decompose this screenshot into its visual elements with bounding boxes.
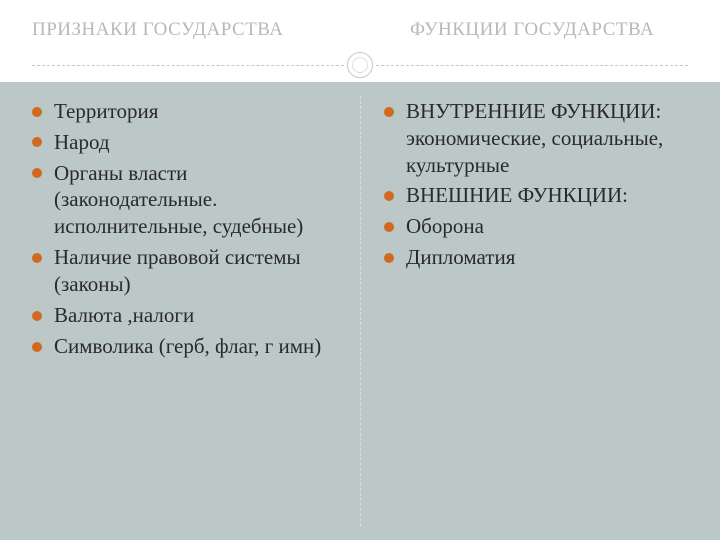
list-item: Символика (герб, флаг, г имн) bbox=[32, 333, 336, 360]
right-list: ВНУТРЕННИЕ ФУНКЦИИ: экономические, социа… bbox=[384, 98, 688, 271]
circle-ornament-icon bbox=[345, 50, 375, 80]
header-right-title: ФУНКЦИИ ГОСУДАРСТВА bbox=[410, 18, 688, 42]
list-item: Дипломатия bbox=[384, 244, 688, 271]
body-right-col: ВНУТРЕННИЕ ФУНКЦИИ: экономические, социа… bbox=[360, 82, 720, 540]
list-item: ВНЕШНИЕ ФУНКЦИИ: bbox=[384, 182, 688, 209]
list-item: Территория bbox=[32, 98, 336, 125]
list-item: Оборона bbox=[384, 213, 688, 240]
divider-row bbox=[32, 48, 688, 82]
body-left-col: Территория Народ Органы власти (законода… bbox=[0, 82, 360, 540]
header-left-col: ПРИЗНАКИ ГОСУДАРСТВА bbox=[32, 18, 360, 42]
slide: ПРИЗНАКИ ГОСУДАРСТВА ФУНКЦИИ ГОСУДАРСТВА… bbox=[0, 0, 720, 540]
list-item: Наличие правовой системы (законы) bbox=[32, 244, 336, 298]
list-item: Органы власти (законодательные. исполнит… bbox=[32, 160, 336, 241]
left-list: Территория Народ Органы власти (законода… bbox=[32, 98, 336, 360]
vertical-separator bbox=[360, 96, 361, 526]
list-item: Валюта ,налоги bbox=[32, 302, 336, 329]
header-left-title: ПРИЗНАКИ ГОСУДАРСТВА bbox=[32, 18, 360, 42]
list-item: ВНУТРЕННИЕ ФУНКЦИИ: экономические, социа… bbox=[384, 98, 688, 179]
body-row: Территория Народ Органы власти (законода… bbox=[0, 82, 720, 540]
list-item: Народ bbox=[32, 129, 336, 156]
header-right-col: ФУНКЦИИ ГОСУДАРСТВА bbox=[360, 18, 688, 42]
header-row: ПРИЗНАКИ ГОСУДАРСТВА ФУНКЦИИ ГОСУДАРСТВА bbox=[0, 0, 720, 42]
